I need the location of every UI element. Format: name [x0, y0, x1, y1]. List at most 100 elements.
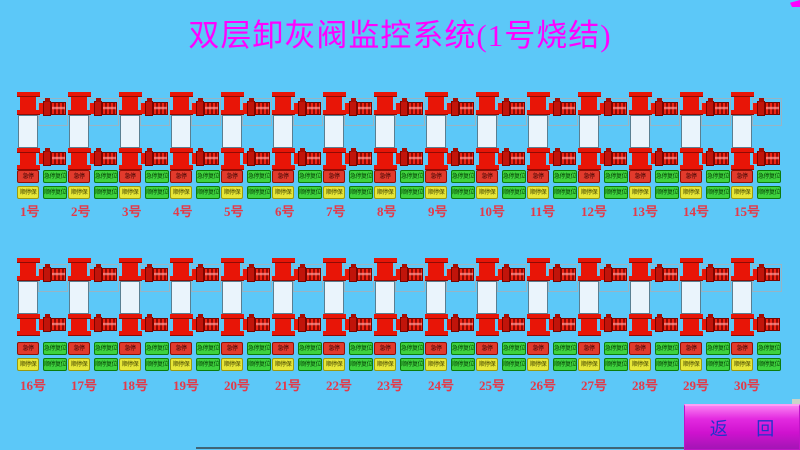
estop-button[interactable]: 急停	[323, 170, 345, 183]
estop-button[interactable]: 急停	[527, 170, 549, 183]
seq-stop-reset-button[interactable]: 顺停复位	[145, 186, 169, 199]
seq-stop-button[interactable]: 顺停保	[17, 186, 39, 199]
seq-stop-reset-button[interactable]: 顺停复位	[706, 358, 730, 371]
estop-button[interactable]: 急停	[425, 342, 447, 355]
seq-stop-reset-button[interactable]: 顺停复位	[349, 186, 373, 199]
seq-stop-button[interactable]: 顺停保	[476, 186, 498, 199]
seq-stop-button[interactable]: 顺停保	[119, 358, 141, 371]
estop-reset-button[interactable]: 急停复位	[349, 342, 373, 355]
seq-stop-reset-button[interactable]: 顺停复位	[757, 186, 781, 199]
seq-stop-reset-button[interactable]: 顺停复位	[400, 186, 424, 199]
estop-button[interactable]: 急停	[578, 170, 600, 183]
estop-button[interactable]: 急停	[17, 342, 39, 355]
seq-stop-button[interactable]: 顺停保	[527, 358, 549, 371]
seq-stop-reset-button[interactable]: 顺停复位	[247, 358, 271, 371]
seq-stop-reset-button[interactable]: 顺停复位	[655, 186, 679, 199]
estop-button[interactable]: 急停	[272, 170, 294, 183]
estop-button[interactable]: 急停	[374, 342, 396, 355]
estop-reset-button[interactable]: 急停复位	[298, 342, 322, 355]
estop-reset-button[interactable]: 急停复位	[400, 342, 424, 355]
estop-button[interactable]: 急停	[578, 342, 600, 355]
estop-reset-button[interactable]: 急停复位	[706, 170, 730, 183]
seq-stop-button[interactable]: 顺停保	[680, 358, 702, 371]
estop-button[interactable]: 急停	[170, 170, 192, 183]
seq-stop-reset-button[interactable]: 顺停复位	[757, 358, 781, 371]
estop-reset-button[interactable]: 急停复位	[604, 342, 628, 355]
estop-reset-button[interactable]: 急停复位	[553, 170, 577, 183]
estop-button[interactable]: 急停	[527, 342, 549, 355]
estop-button[interactable]: 急停	[476, 170, 498, 183]
seq-stop-button[interactable]: 顺停保	[323, 358, 345, 371]
estop-button[interactable]: 急停	[17, 170, 39, 183]
seq-stop-reset-button[interactable]: 顺停复位	[604, 186, 628, 199]
estop-button[interactable]: 急停	[323, 342, 345, 355]
seq-stop-reset-button[interactable]: 顺停复位	[349, 358, 373, 371]
seq-stop-button[interactable]: 顺停保	[425, 186, 447, 199]
seq-stop-button[interactable]: 顺停保	[17, 358, 39, 371]
seq-stop-button[interactable]: 顺停保	[68, 186, 90, 199]
estop-reset-button[interactable]: 急停复位	[451, 170, 475, 183]
estop-reset-button[interactable]: 急停复位	[196, 342, 220, 355]
estop-button[interactable]: 急停	[68, 342, 90, 355]
estop-button[interactable]: 急停	[272, 342, 294, 355]
seq-stop-reset-button[interactable]: 顺停复位	[451, 358, 475, 371]
estop-button[interactable]: 急停	[119, 342, 141, 355]
estop-reset-button[interactable]: 急停复位	[94, 170, 118, 183]
seq-stop-reset-button[interactable]: 顺停复位	[553, 186, 577, 199]
seq-stop-button[interactable]: 顺停保	[374, 186, 396, 199]
seq-stop-reset-button[interactable]: 顺停复位	[196, 358, 220, 371]
estop-reset-button[interactable]: 急停复位	[706, 342, 730, 355]
estop-reset-button[interactable]: 急停复位	[502, 170, 526, 183]
estop-button[interactable]: 急停	[170, 342, 192, 355]
seq-stop-reset-button[interactable]: 顺停复位	[298, 186, 322, 199]
seq-stop-reset-button[interactable]: 顺停复位	[43, 358, 67, 371]
estop-button[interactable]: 急停	[680, 342, 702, 355]
estop-reset-button[interactable]: 急停复位	[43, 342, 67, 355]
estop-reset-button[interactable]: 急停复位	[757, 170, 781, 183]
seq-stop-button[interactable]: 顺停保	[731, 358, 753, 371]
estop-reset-button[interactable]: 急停复位	[502, 342, 526, 355]
estop-button[interactable]: 急停	[731, 170, 753, 183]
seq-stop-button[interactable]: 顺停保	[527, 186, 549, 199]
seq-stop-button[interactable]: 顺停保	[578, 358, 600, 371]
seq-stop-button[interactable]: 顺停保	[272, 186, 294, 199]
seq-stop-button[interactable]: 顺停保	[629, 358, 651, 371]
estop-reset-button[interactable]: 急停复位	[298, 170, 322, 183]
seq-stop-button[interactable]: 顺停保	[680, 186, 702, 199]
seq-stop-reset-button[interactable]: 顺停复位	[43, 186, 67, 199]
estop-button[interactable]: 急停	[119, 170, 141, 183]
seq-stop-reset-button[interactable]: 顺停复位	[706, 186, 730, 199]
seq-stop-reset-button[interactable]: 顺停复位	[502, 186, 526, 199]
seq-stop-button[interactable]: 顺停保	[221, 186, 243, 199]
estop-reset-button[interactable]: 急停复位	[145, 342, 169, 355]
seq-stop-reset-button[interactable]: 顺停复位	[196, 186, 220, 199]
estop-reset-button[interactable]: 急停复位	[451, 342, 475, 355]
estop-reset-button[interactable]: 急停复位	[553, 342, 577, 355]
seq-stop-button[interactable]: 顺停保	[272, 358, 294, 371]
seq-stop-reset-button[interactable]: 顺停复位	[553, 358, 577, 371]
estop-button[interactable]: 急停	[425, 170, 447, 183]
back-button[interactable]: 返 回	[684, 404, 800, 450]
estop-button[interactable]: 急停	[731, 342, 753, 355]
seq-stop-button[interactable]: 顺停保	[425, 358, 447, 371]
seq-stop-reset-button[interactable]: 顺停复位	[298, 358, 322, 371]
estop-button[interactable]: 急停	[680, 170, 702, 183]
estop-button[interactable]: 急停	[629, 342, 651, 355]
seq-stop-button[interactable]: 顺停保	[170, 358, 192, 371]
seq-stop-reset-button[interactable]: 顺停复位	[502, 358, 526, 371]
seq-stop-reset-button[interactable]: 顺停复位	[247, 186, 271, 199]
seq-stop-button[interactable]: 顺停保	[731, 186, 753, 199]
seq-stop-button[interactable]: 顺停保	[221, 358, 243, 371]
estop-button[interactable]: 急停	[68, 170, 90, 183]
seq-stop-button[interactable]: 顺停保	[170, 186, 192, 199]
seq-stop-reset-button[interactable]: 顺停复位	[94, 186, 118, 199]
estop-reset-button[interactable]: 急停复位	[757, 342, 781, 355]
estop-button[interactable]: 急停	[374, 170, 396, 183]
seq-stop-button[interactable]: 顺停保	[578, 186, 600, 199]
estop-reset-button[interactable]: 急停复位	[655, 170, 679, 183]
seq-stop-button[interactable]: 顺停保	[323, 186, 345, 199]
seq-stop-reset-button[interactable]: 顺停复位	[145, 358, 169, 371]
seq-stop-reset-button[interactable]: 顺停复位	[94, 358, 118, 371]
seq-stop-reset-button[interactable]: 顺停复位	[400, 358, 424, 371]
seq-stop-reset-button[interactable]: 顺停复位	[451, 186, 475, 199]
